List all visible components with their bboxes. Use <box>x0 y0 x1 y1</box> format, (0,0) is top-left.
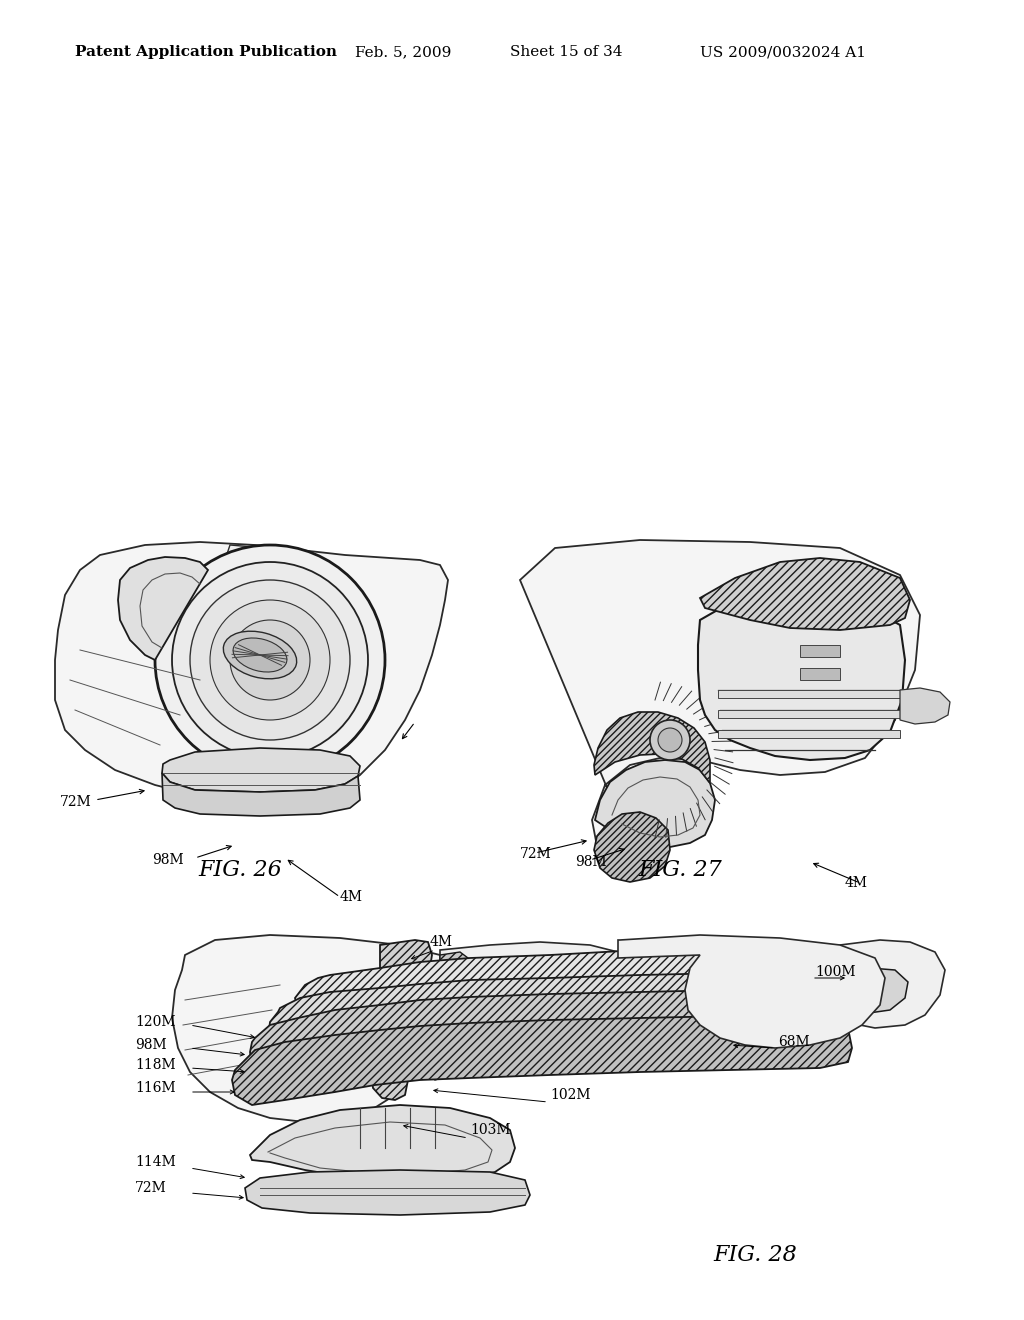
Polygon shape <box>427 952 468 1080</box>
Polygon shape <box>718 730 900 738</box>
Circle shape <box>210 601 330 719</box>
Polygon shape <box>618 935 885 1048</box>
Text: 98M: 98M <box>152 853 183 867</box>
Polygon shape <box>820 968 908 1015</box>
Circle shape <box>155 545 385 775</box>
Ellipse shape <box>223 631 297 678</box>
Polygon shape <box>800 645 840 657</box>
Circle shape <box>172 562 368 758</box>
Polygon shape <box>370 940 432 1100</box>
Polygon shape <box>250 990 852 1078</box>
Text: Feb. 5, 2009: Feb. 5, 2009 <box>355 45 452 59</box>
Text: FIG. 28: FIG. 28 <box>713 1243 797 1266</box>
Text: 102M: 102M <box>550 1088 591 1102</box>
Text: 114M: 114M <box>135 1155 176 1170</box>
Text: 120M: 120M <box>135 1015 175 1030</box>
Polygon shape <box>800 668 840 680</box>
Circle shape <box>658 729 682 752</box>
Text: 98M: 98M <box>135 1038 167 1052</box>
Polygon shape <box>172 935 460 1122</box>
Polygon shape <box>718 690 900 698</box>
Polygon shape <box>718 710 900 718</box>
Text: 4M: 4M <box>845 876 868 890</box>
Polygon shape <box>232 1016 852 1105</box>
Polygon shape <box>295 948 850 1015</box>
Polygon shape <box>250 1105 515 1180</box>
Text: 118M: 118M <box>135 1059 176 1072</box>
Circle shape <box>650 719 690 760</box>
Text: Patent Application Publication: Patent Application Publication <box>75 45 337 59</box>
Polygon shape <box>594 812 670 882</box>
Text: 100M: 100M <box>815 965 855 979</box>
Polygon shape <box>900 688 950 723</box>
Polygon shape <box>440 942 625 1012</box>
Text: 72M: 72M <box>135 1181 167 1195</box>
Polygon shape <box>162 748 360 792</box>
Text: 116M: 116M <box>135 1081 176 1096</box>
Polygon shape <box>55 543 449 803</box>
Polygon shape <box>698 598 905 760</box>
Text: Sheet 15 of 34: Sheet 15 of 34 <box>510 45 623 59</box>
Polygon shape <box>232 570 305 609</box>
Text: FIG. 26: FIG. 26 <box>198 859 282 880</box>
Polygon shape <box>594 711 710 783</box>
Polygon shape <box>245 1170 530 1214</box>
Text: 72M: 72M <box>60 795 92 809</box>
Text: FIG. 27: FIG. 27 <box>638 859 722 880</box>
Polygon shape <box>162 774 360 816</box>
Text: 98M: 98M <box>575 855 606 869</box>
Polygon shape <box>595 760 715 847</box>
Text: 4M: 4M <box>430 935 453 949</box>
Text: 72M: 72M <box>520 847 552 861</box>
Text: 4M: 4M <box>340 890 362 904</box>
Text: US 2009/0032024 A1: US 2009/0032024 A1 <box>700 45 866 59</box>
Polygon shape <box>828 940 945 1028</box>
Ellipse shape <box>233 638 287 672</box>
Polygon shape <box>118 557 208 660</box>
Circle shape <box>230 620 310 700</box>
Polygon shape <box>700 558 910 630</box>
Circle shape <box>190 579 350 741</box>
Text: 68M: 68M <box>778 1035 810 1049</box>
Polygon shape <box>225 545 310 601</box>
Text: 103M: 103M <box>470 1123 511 1137</box>
Polygon shape <box>268 973 850 1048</box>
Polygon shape <box>520 540 920 875</box>
